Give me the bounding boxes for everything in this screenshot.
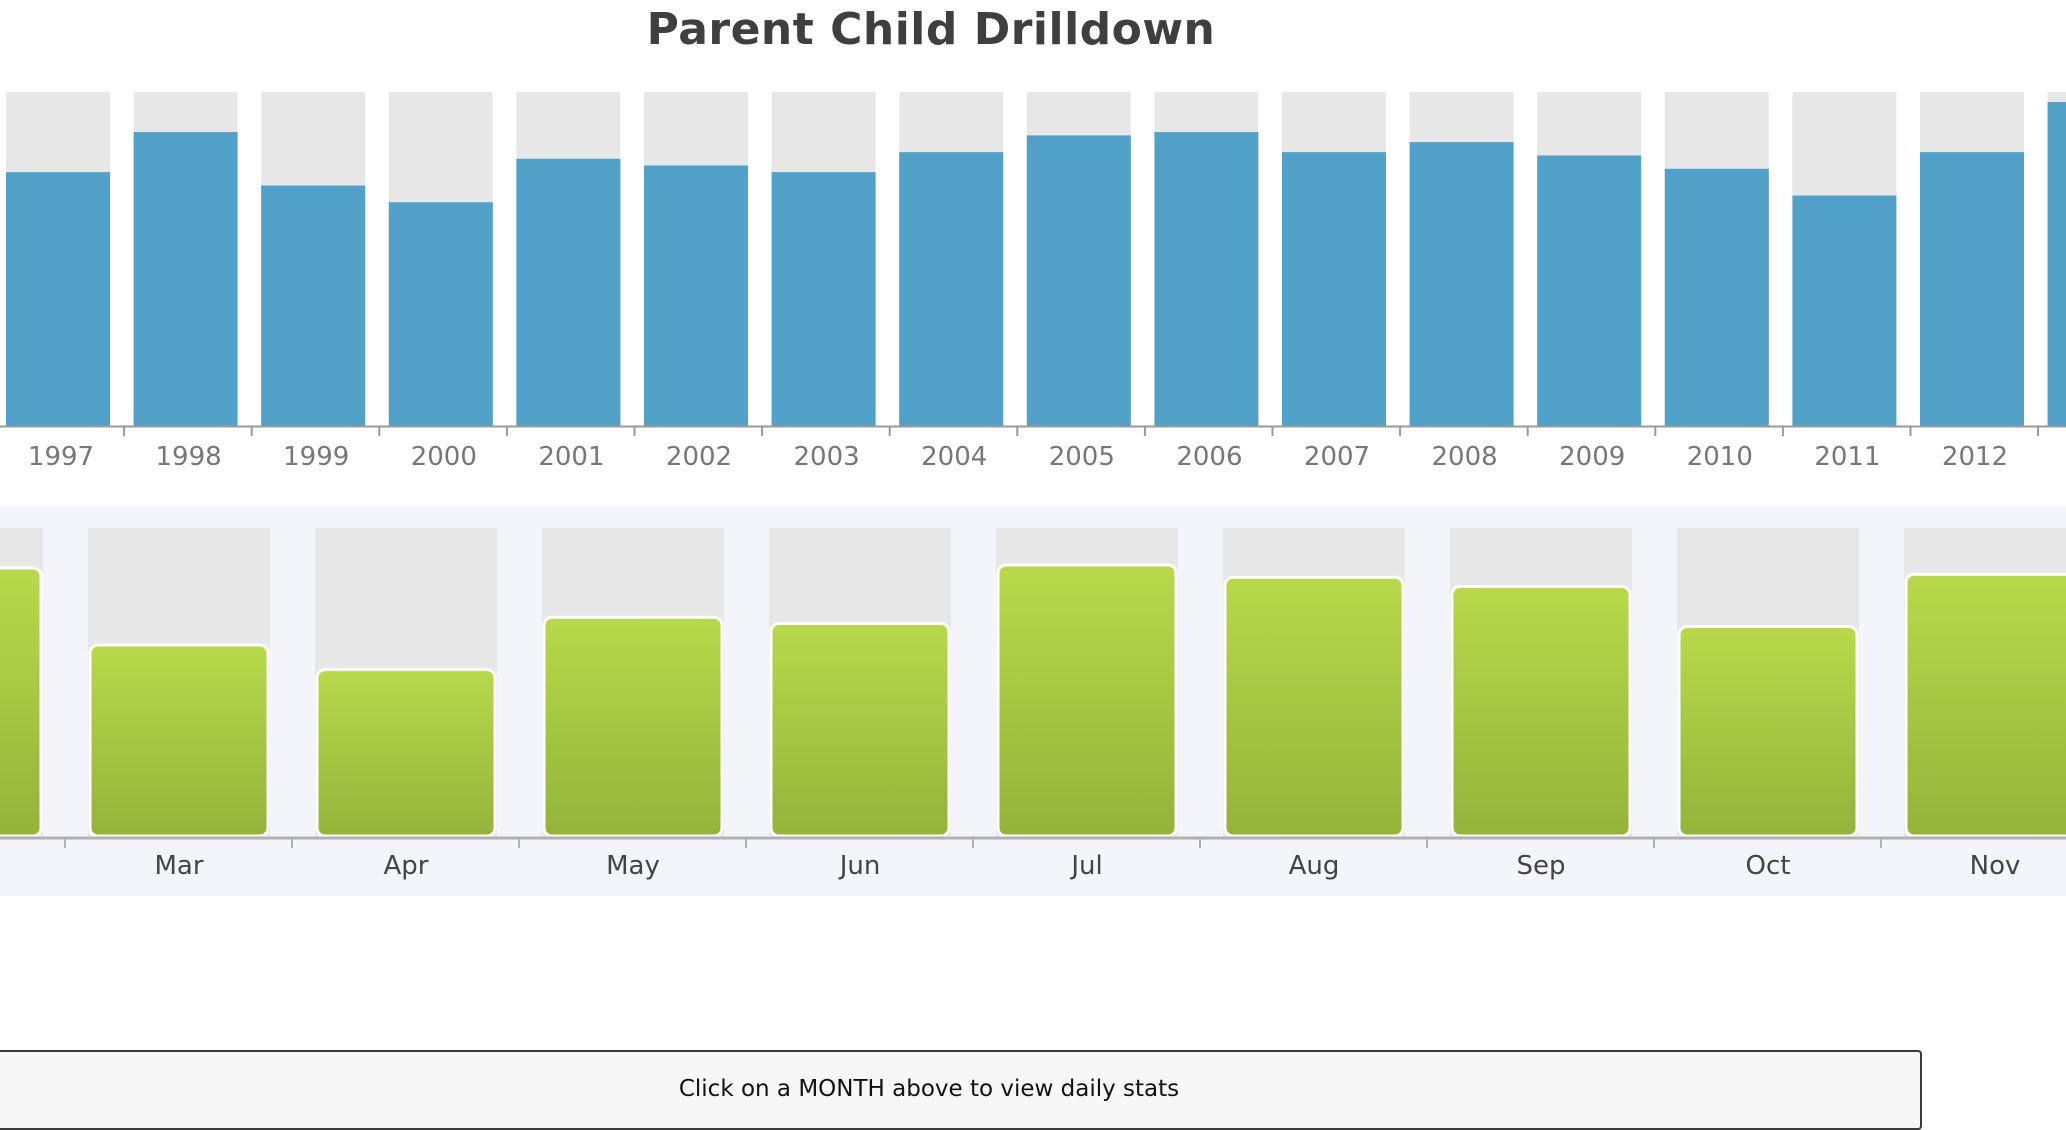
year-bar-2006[interactable] (1154, 132, 1259, 426)
month-bar-Jul[interactable] (996, 563, 1178, 838)
year-bar-2012[interactable] (1920, 152, 2024, 426)
year-bar-2005[interactable] (1026, 135, 1131, 427)
year-tick-label: 2010 (1687, 442, 1753, 472)
year-bar-1999[interactable] (261, 185, 366, 426)
year-tick-label: 2002 (666, 442, 732, 472)
year-tick-label: 2001 (538, 442, 604, 472)
year-tick-label: 1999 (283, 442, 349, 472)
year-tick-label: 2003 (794, 442, 860, 472)
year-tick-label: 2012 (1942, 442, 2008, 472)
year-bar-2009[interactable] (1537, 155, 1642, 426)
year-tick-label: 2008 (1432, 442, 1498, 472)
year-tick-label: 2007 (1304, 442, 1370, 472)
year-bar-2001[interactable] (516, 158, 621, 427)
year-bar-1998[interactable] (133, 132, 238, 426)
month-tick-label: Sep (1516, 851, 1565, 881)
year-tick-label: 2006 (1176, 442, 1242, 472)
year-bar-next[interactable] (2047, 102, 2066, 426)
year-tick-label: 1997 (28, 442, 94, 472)
month-tick-label: May (606, 851, 660, 881)
month-bar-Nov[interactable] (1904, 572, 2066, 838)
month-bar-Oct[interactable] (1677, 625, 1859, 838)
year-bar-2003[interactable] (771, 172, 876, 426)
month-bar-Aug[interactable] (1223, 575, 1405, 838)
month-tick-label: Nov (1970, 851, 2021, 881)
info-panel: Click on a MONTH above to view daily sta… (0, 1050, 1922, 1130)
month-tick-label: Aug (1289, 851, 1340, 881)
year-bar-2007[interactable] (1282, 152, 1386, 426)
month-bar-Jun[interactable] (769, 621, 951, 838)
child-month-chart[interactable]: Mar Apr May Jun Jul Aug Sep Oct Nov (0, 506, 2066, 896)
month-bar-Sep[interactable] (1450, 585, 1632, 838)
month-bar-Apr[interactable] (315, 668, 497, 838)
month-bar-Mar[interactable] (88, 643, 270, 838)
year-tick-label: 1998 (156, 442, 222, 472)
year-bar-2008[interactable] (1409, 142, 1514, 426)
year-bar-1997[interactable] (6, 172, 110, 426)
year-bar-2004[interactable] (899, 152, 1004, 426)
year-bar-2002[interactable] (644, 165, 748, 426)
month-tick-label: Jun (838, 851, 881, 881)
month-bar-May[interactable] (542, 615, 724, 838)
year-tick-label: 2011 (1814, 442, 1880, 472)
year-tick-label: 2005 (1049, 442, 1115, 472)
info-message: Click on a MONTH above to view daily sta… (678, 1076, 1180, 1102)
year-tick-label: 2000 (411, 442, 477, 472)
page-title: Parent Child Drilldown (646, 4, 1216, 55)
parent-year-chart[interactable]: 1997 1998 1999 2000 2001 2002 2003 2004 2005 2006… (0, 80, 2066, 480)
month-tick-label: Oct (1746, 851, 1791, 881)
year-bar-2011[interactable] (1792, 195, 1897, 426)
year-bar-2000[interactable] (388, 202, 493, 426)
year-tick-label: 2004 (921, 442, 987, 472)
month-tick-label: Apr (384, 851, 429, 881)
month-tick-label: Jul (1069, 851, 1102, 881)
year-tick-label: 2009 (1559, 442, 1625, 472)
month-tick-label: Mar (154, 851, 203, 881)
month-bar-prev[interactable] (0, 566, 43, 838)
year-bar-2010[interactable] (1664, 168, 1769, 426)
